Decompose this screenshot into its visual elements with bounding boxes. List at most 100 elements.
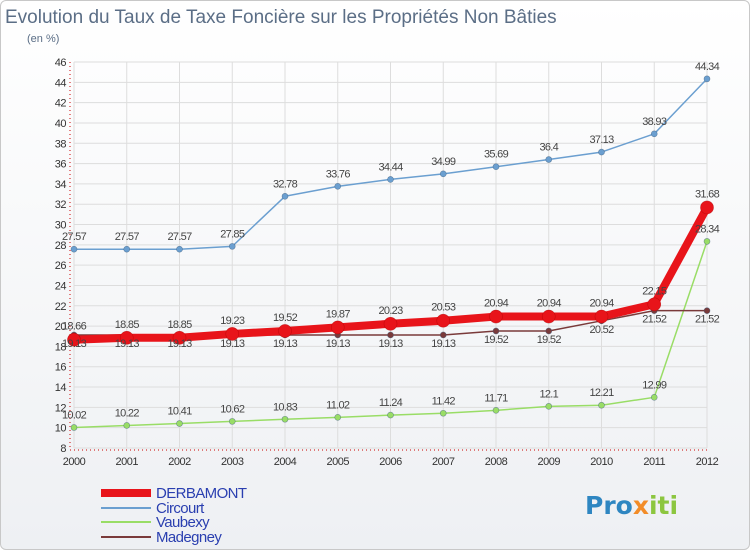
point-circourt [650,130,658,138]
data-label-derbamont: 31.68 [695,188,720,200]
y-tick-label: 20 [55,321,67,333]
data-label-madegney: 21.52 [695,314,720,326]
y-tick-label: 40 [55,118,67,130]
data-label-derbamont: 18.66 [62,321,87,333]
data-label-vaubexy: 11.02 [326,399,350,411]
y-tick-label: 36 [55,159,67,171]
legend-label-madegney: Madegney [156,529,222,546]
y-tick-label: 16 [55,362,67,374]
y-tick-label: 34 [55,179,67,191]
x-tick-label: 2011 [643,456,665,468]
data-label-vaubexy: 10.22 [115,407,140,419]
point-madegney [703,307,711,314]
y-tick-label: 14 [55,382,67,394]
series-layer [67,75,714,431]
data-label-madegney: 19.52 [537,334,562,346]
x-tick-label: 2007 [432,456,455,468]
data-label-madegney: 19.13 [167,338,192,350]
data-label-circourt: 32.78 [273,178,298,190]
data-label-madegney: 21.52 [642,314,667,326]
data-label-derbamont: 19.23 [220,315,245,327]
logo-part-3: iti [648,491,679,520]
data-label-circourt: 27.57 [115,231,140,243]
data-label-vaubexy: 11.71 [484,392,508,404]
data-label-circourt: 38.93 [642,116,667,128]
data-label-circourt: 27.57 [62,231,87,243]
point-derbamont [647,297,662,312]
data-label-vaubexy: 10.41 [167,406,192,418]
point-madegney [545,327,553,335]
y-tick-label: 8 [60,443,66,455]
x-tick-label: 2000 [63,456,86,468]
data-label-derbamont: 20.94 [589,298,614,310]
data-label-madegney: 19.13 [431,338,456,350]
x-tick-label: 2002 [168,456,191,468]
data-label-circourt: 36.4 [539,142,558,154]
data-label-derbamont: 20.53 [431,302,456,314]
point-madegney [387,331,394,339]
data-label-circourt: 34.99 [431,156,456,168]
point-vaubexy [334,414,342,421]
y-tick-label: 46 [55,57,67,69]
data-label-vaubexy: 11.24 [379,397,403,409]
y-tick-label: 30 [55,220,67,232]
y-tick-label: 22 [55,301,67,313]
data-label-madegney: 19.13 [220,338,245,350]
data-label-madegney: 19.13 [62,338,87,350]
y-tick-label: 28 [55,240,67,252]
data-label-madegney: 20.52 [589,324,614,336]
x-tick-label: 2001 [116,456,139,468]
point-vaubexy [492,407,500,414]
data-label-vaubexy: 11.42 [432,395,456,407]
data-label-vaubexy: 12.1 [539,388,558,400]
logo-part-2: x [632,491,649,520]
point-derbamont [225,327,240,341]
point-derbamont [67,332,81,347]
grid [73,61,708,449]
legend-label-derbamont: DERBAMONT [156,485,247,502]
point-vaubexy [439,409,447,417]
y-tick-label: 12 [55,402,67,414]
legend-label-vaubexy: Vaubexy [156,514,210,531]
point-derbamont [278,324,292,338]
point-circourt [176,245,183,253]
point-circourt [703,75,711,83]
data-label-vaubexy: 12.99 [642,379,667,391]
data-label-derbamont: 19.87 [326,308,351,320]
point-derbamont [383,316,398,331]
data-label-vaubexy: 12.21 [589,387,614,399]
data-label-circourt: 33.76 [326,168,351,180]
data-label-derbamont: 18.85 [167,319,192,331]
data-label-derbamont: 20.94 [537,298,562,310]
data-label-circourt: 35.69 [484,149,509,161]
logo-part-1: Pro [585,491,633,520]
point-circourt [228,243,236,250]
data-label-derbamont: 18.85 [115,319,140,331]
chart-title: Evolution du Taux de Taxe Foncière sur l… [5,7,557,28]
y-tick-label: 42 [55,98,67,110]
point-madegney [492,327,500,335]
x-tick-label: 2008 [485,456,508,468]
y-tick-label: 24 [55,280,67,292]
data-label-circourt: 27.85 [220,228,245,240]
point-vaubexy [703,238,711,245]
chart-subtitle: (en %) [27,33,59,45]
data-label-madegney: 19.13 [273,338,298,350]
x-tick-label: 2005 [327,456,350,468]
point-vaubexy [387,411,394,419]
y-tick-label: 10 [55,423,67,435]
point-circourt [598,148,605,156]
data-label-vaubexy: 10.02 [62,409,87,421]
point-vaubexy [123,422,131,429]
point-derbamont [119,330,134,345]
point-circourt [492,163,500,171]
data-labels: 27.57 27.57 27.57 27.85 32.78 33.76 34.44 34.99… [62,61,720,422]
data-label-circourt: 27.57 [167,231,192,243]
point-vaubexy [176,420,183,427]
y-tick-label: 44 [55,77,67,89]
data-label-vaubexy: 10.62 [220,403,245,415]
data-label-madegney: 19.52 [484,334,509,346]
point-vaubexy [650,394,658,401]
